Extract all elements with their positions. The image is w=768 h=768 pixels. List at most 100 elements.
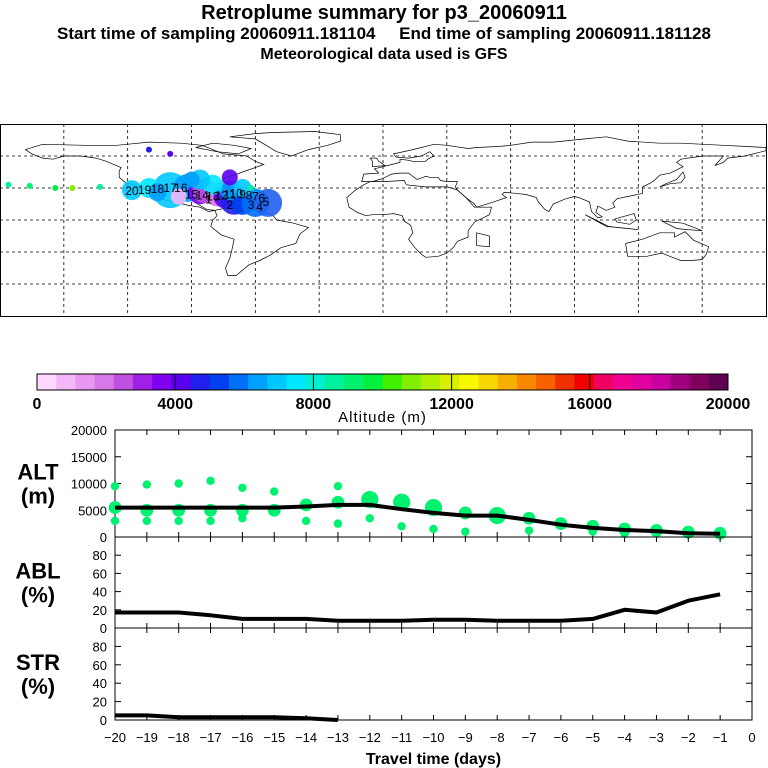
y-axis-unit: (m) — [21, 484, 55, 509]
plume-day-label: 2 — [226, 198, 233, 212]
x-tick-label: −11 — [391, 730, 412, 745]
x-tick-label: −19 — [136, 730, 158, 745]
y-axis-title: ALT — [17, 460, 59, 485]
x-tick-label: −12 — [359, 730, 381, 745]
plume-marker — [252, 188, 259, 195]
x-axis-title: Travel time (days) — [366, 751, 501, 768]
plume-blob — [170, 188, 187, 205]
plume-blob — [221, 169, 238, 186]
data-point — [110, 481, 120, 491]
plume-day-label: 8 — [246, 188, 253, 202]
data-point — [397, 522, 406, 531]
x-tick-label: −15 — [263, 730, 285, 745]
coastline-south-america — [210, 206, 310, 276]
plume-day-label: 15 — [185, 187, 199, 201]
colorbar-swatch — [286, 374, 307, 390]
plume-marker — [69, 185, 76, 191]
x-tick-label: −16 — [231, 730, 253, 745]
y-axis-unit: (%) — [21, 583, 55, 608]
coastline-greenland — [229, 131, 341, 157]
y-tick-label: 5000 — [78, 503, 107, 518]
x-tick-label: −18 — [168, 730, 190, 745]
x-tick-label: 0 — [748, 730, 755, 745]
colorbar-swatch — [132, 374, 153, 390]
data-point — [238, 514, 247, 523]
y-tick-label: 80 — [93, 639, 107, 654]
plume-marker — [52, 185, 59, 191]
x-tick-label: −4 — [617, 730, 632, 745]
data-point — [713, 526, 727, 540]
data-point — [270, 487, 279, 496]
plume-marker — [26, 182, 33, 189]
data-point — [461, 527, 470, 536]
y-tick-label: 10000 — [71, 477, 107, 492]
x-tick-label: −9 — [458, 730, 473, 745]
plume-day-label: 7 — [252, 190, 259, 204]
x-tick-label: −10 — [422, 730, 444, 745]
data-point — [142, 480, 152, 489]
plume-blob — [121, 180, 142, 201]
plume-day-label: 18 — [151, 182, 165, 196]
y-tick-label: 80 — [93, 548, 107, 563]
plume-day-label: 12 — [215, 188, 229, 202]
colorbar-swatch — [305, 374, 326, 390]
series-line — [115, 502, 721, 536]
x-tick-label: −17 — [200, 730, 222, 745]
panel-alt: 0 5000 10000 15000 20000 ALT(m) — [17, 423, 753, 545]
data-point — [393, 493, 411, 511]
y-tick-label: 20 — [93, 603, 107, 618]
plume-day-label: 10 — [230, 186, 244, 200]
y-tick-label: 20000 — [71, 423, 107, 438]
plume-marker — [248, 185, 255, 191]
data-point — [365, 514, 374, 523]
plume-day-label: 9 — [239, 187, 246, 201]
colorbar-tick-label: 12000 — [429, 396, 474, 413]
colorbar-tick-label: 0 — [33, 396, 42, 413]
colorbar-axis-label: Altitude (m) — [338, 409, 427, 426]
colorbar-swatch — [612, 374, 633, 390]
y-tick-label: 40 — [93, 585, 107, 600]
coastline-uk — [369, 157, 387, 168]
y-tick-label: 60 — [93, 566, 107, 581]
plume-marker — [167, 150, 174, 157]
series-line — [115, 713, 339, 722]
colorbar-tick-label: 20000 — [706, 396, 751, 413]
coastline-borneo-ng — [614, 213, 637, 225]
data-point — [174, 479, 183, 488]
plume-day-label: 20 — [125, 184, 139, 198]
data-point — [524, 526, 534, 535]
y-tick-label: 60 — [93, 658, 107, 673]
colorbar-swatch — [670, 374, 691, 390]
x-tick-label: −7 — [522, 730, 537, 745]
plume-day-label: 19 — [138, 183, 152, 197]
y-tick-label: 15000 — [71, 450, 107, 465]
colorbar-swatch — [459, 374, 479, 390]
colorbar-swatch — [209, 374, 230, 390]
data-point — [333, 519, 343, 528]
met-data-line: Meteorological data used is GFS — [260, 46, 508, 63]
plume-blob — [254, 188, 283, 217]
x-tick-label: −20 — [104, 730, 126, 745]
colorbar-swatch — [248, 374, 268, 390]
figure-title: Retroplume summary for p3_20060911 — [201, 2, 567, 24]
panel-frame — [114, 627, 753, 721]
data-point — [429, 524, 438, 534]
plume-blob — [233, 179, 252, 197]
plume-day-label: 4 — [256, 200, 263, 214]
data-point — [301, 516, 311, 526]
colorbar-swatch — [516, 374, 537, 390]
coastline-new-guinea — [661, 220, 703, 232]
map-frame — [0, 124, 767, 317]
colorbar-swatch — [37, 374, 57, 390]
plume-day-label: 14 — [195, 188, 209, 202]
y-axis-title: ABL — [15, 559, 60, 584]
colorbar-swatch — [708, 374, 729, 390]
sampling-times: Start time of sampling 20060911.181104 E… — [57, 24, 711, 43]
colorbar-tick-label: 16000 — [568, 396, 613, 413]
panel-abl: 0 20 40 60 80 ABL(%) — [15, 536, 753, 636]
colorbar-swatch — [401, 374, 422, 390]
coastline-arabia-madagascar — [476, 232, 490, 248]
colorbar-swatch — [267, 374, 288, 390]
y-tick-label: 40 — [93, 676, 107, 691]
